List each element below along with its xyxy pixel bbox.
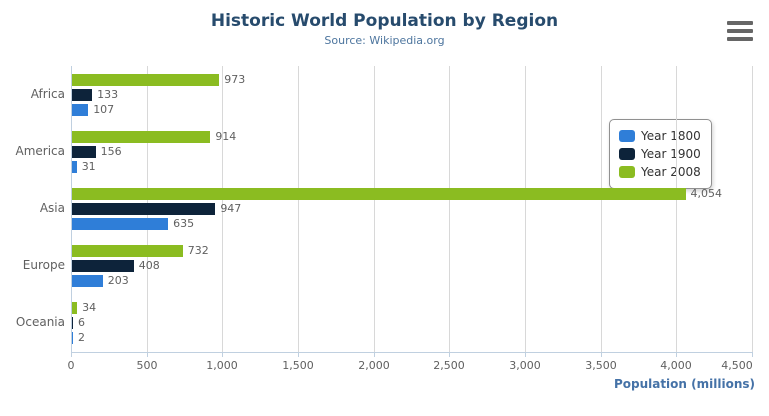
legend-label: Year 1900	[641, 147, 701, 161]
bar-value-label: 2	[78, 331, 85, 345]
chart-subtitle: Source: Wikipedia.org	[324, 34, 445, 47]
bar-europe-year-2008[interactable]	[72, 245, 183, 258]
gridline	[525, 66, 526, 352]
bar-value-label: 107	[93, 102, 115, 116]
x-axis-tick-label: 2,500	[433, 359, 465, 372]
legend-item-year-1800[interactable]: Year 1800	[619, 127, 701, 145]
x-axis-tick-label: 500	[136, 359, 158, 372]
hamburger-menu-icon[interactable]	[727, 20, 753, 42]
gridline	[222, 66, 223, 352]
bar-asia-year-1900[interactable]	[72, 203, 216, 215]
bar-america-year-1900[interactable]	[72, 145, 96, 158]
gridline	[374, 66, 375, 352]
x-axis-tick-label: 4,500	[721, 359, 753, 372]
legend-item-year-1900[interactable]: Year 1900	[619, 145, 701, 163]
x-axis-tick-label: 1,000	[206, 359, 238, 372]
bar-value-label: 947	[220, 202, 242, 215]
x-axis-tick-label: 1,500	[282, 359, 314, 372]
bar-oceania-year-1800[interactable]	[72, 332, 73, 345]
x-axis-tick	[147, 352, 148, 357]
y-axis-line	[71, 66, 72, 352]
x-axis-tick	[71, 352, 72, 357]
legend-label: Year 1800	[641, 129, 701, 143]
gridline	[449, 66, 450, 352]
bar-america-year-2008[interactable]	[72, 130, 211, 143]
x-axis-tick	[374, 352, 375, 357]
category-label-america: America	[15, 143, 66, 158]
chart-title: Historic World Population by Region	[210, 11, 559, 31]
category-label-asia: Asia	[39, 201, 65, 215]
bar-america-year-1800[interactable]	[72, 160, 77, 173]
bar-value-label: 408	[138, 259, 160, 273]
x-axis-tick	[752, 352, 753, 357]
bar-value-label: 4,054	[690, 187, 723, 200]
bar-value-label: 34	[82, 301, 97, 315]
category-label-oceania: Oceania	[15, 315, 65, 330]
x-axis-tick-label: 2,000	[358, 359, 390, 372]
legend: Year 1800 Year 1900 Year 2008	[609, 119, 712, 189]
x-axis-tick-label: 3,500	[585, 359, 617, 372]
x-axis-tick-label: 0	[67, 359, 75, 372]
category-label-africa: Africa	[30, 86, 65, 101]
bar-africa-year-1900[interactable]	[72, 88, 93, 101]
bar-value-label: 914	[215, 129, 237, 143]
x-axis-tick	[222, 352, 223, 357]
bar-europe-year-1900[interactable]	[72, 260, 134, 273]
x-axis-tick	[525, 352, 526, 357]
gridline	[601, 66, 602, 352]
x-axis-line	[71, 352, 752, 353]
x-axis-title: Population (millions)	[613, 377, 755, 391]
category-label-europe: Europe	[22, 258, 65, 273]
x-axis-tick	[298, 352, 299, 357]
bar-value-label: 973	[224, 72, 246, 86]
bar-value-label: 31	[81, 159, 96, 173]
gridline	[752, 66, 753, 352]
legend-item-year-2008[interactable]: Year 2008	[619, 163, 701, 181]
bar-africa-year-2008[interactable]	[72, 73, 220, 86]
bar-value-label: 6	[78, 316, 85, 330]
bar-value-label: 156	[100, 144, 122, 158]
bar-value-label: 635	[173, 217, 195, 230]
x-axis-tick-label: 4,000	[660, 359, 692, 372]
x-axis-tick-label: 3,000	[509, 359, 541, 372]
bar-value-label: 203	[107, 274, 129, 288]
bar-africa-year-1800[interactable]	[72, 103, 89, 116]
bar-europe-year-1800[interactable]	[72, 275, 103, 288]
bar-oceania-year-2008[interactable]	[72, 302, 78, 315]
bar-value-label: 732	[187, 244, 209, 258]
bar-asia-year-1800[interactable]	[72, 218, 169, 230]
legend-swatch-icon	[619, 148, 635, 160]
gridline	[676, 66, 677, 352]
x-axis-tick	[449, 352, 450, 357]
x-axis-tick	[601, 352, 602, 357]
gridline	[298, 66, 299, 352]
legend-swatch-icon	[619, 130, 635, 142]
bar-asia-year-2008[interactable]	[72, 188, 686, 200]
x-axis-tick	[676, 352, 677, 357]
bar-value-label: 133	[97, 87, 119, 101]
legend-label: Year 2008	[641, 165, 701, 179]
legend-swatch-icon	[619, 166, 635, 178]
bar-oceania-year-1900[interactable]	[72, 317, 73, 330]
